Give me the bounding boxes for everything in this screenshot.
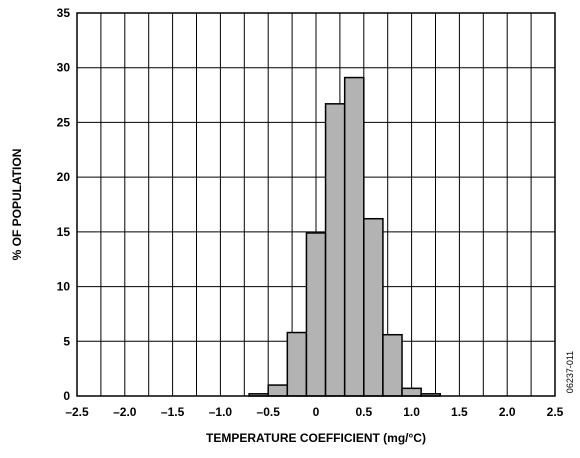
y-tick-label: 0: [63, 389, 70, 403]
histogram-bar: [363, 217, 384, 397]
document-code: 06237-011: [565, 351, 575, 393]
x-tick-label: 0: [313, 405, 320, 419]
y-tick-labels: 0 5 10 15 20 25 30 35: [57, 6, 71, 403]
histogram-bar: [324, 103, 346, 397]
y-tick-label: 30: [57, 61, 71, 75]
x-tick-label: –2.0: [113, 405, 137, 419]
x-tick-label: 1.5: [451, 405, 468, 419]
y-tick-label: 5: [63, 334, 70, 348]
x-tick-label: –1.0: [209, 405, 233, 419]
x-tick-label: –2.5: [65, 405, 89, 419]
y-axis-title: % OF POPULATION: [10, 149, 24, 261]
histogram-bar: [267, 384, 289, 397]
bar-layer: [248, 76, 442, 397]
x-tick-labels: –2.5 –2.0 –1.5 –1.0 –0.5 0 0.5 1.0 1.5 2.0 2.5: [65, 405, 563, 419]
histogram-bar: [382, 333, 403, 397]
x-tick-label: 1.0: [403, 405, 420, 419]
y-tick-label: 20: [57, 170, 71, 184]
x-tick-label: –0.5: [257, 405, 281, 419]
x-tick-label: –1.5: [161, 405, 185, 419]
plot-frame: [76, 12, 556, 397]
x-tick-label: 0.5: [355, 405, 372, 419]
x-tick-label: 2.0: [499, 405, 516, 419]
histogram-bar: [401, 387, 422, 397]
y-tick-label: 15: [57, 225, 71, 239]
y-tick-label: 10: [57, 280, 71, 294]
y-tick-label: 25: [57, 115, 71, 129]
x-tick-label: 2.5: [547, 405, 564, 419]
histogram-bar: [343, 76, 365, 397]
histogram-bar: [305, 232, 327, 397]
y-tick-label: 35: [57, 6, 71, 20]
x-axis-title: TEMPERATURE COEFFICIENT (mg/°C): [206, 431, 426, 445]
histogram-bar: [286, 331, 308, 397]
